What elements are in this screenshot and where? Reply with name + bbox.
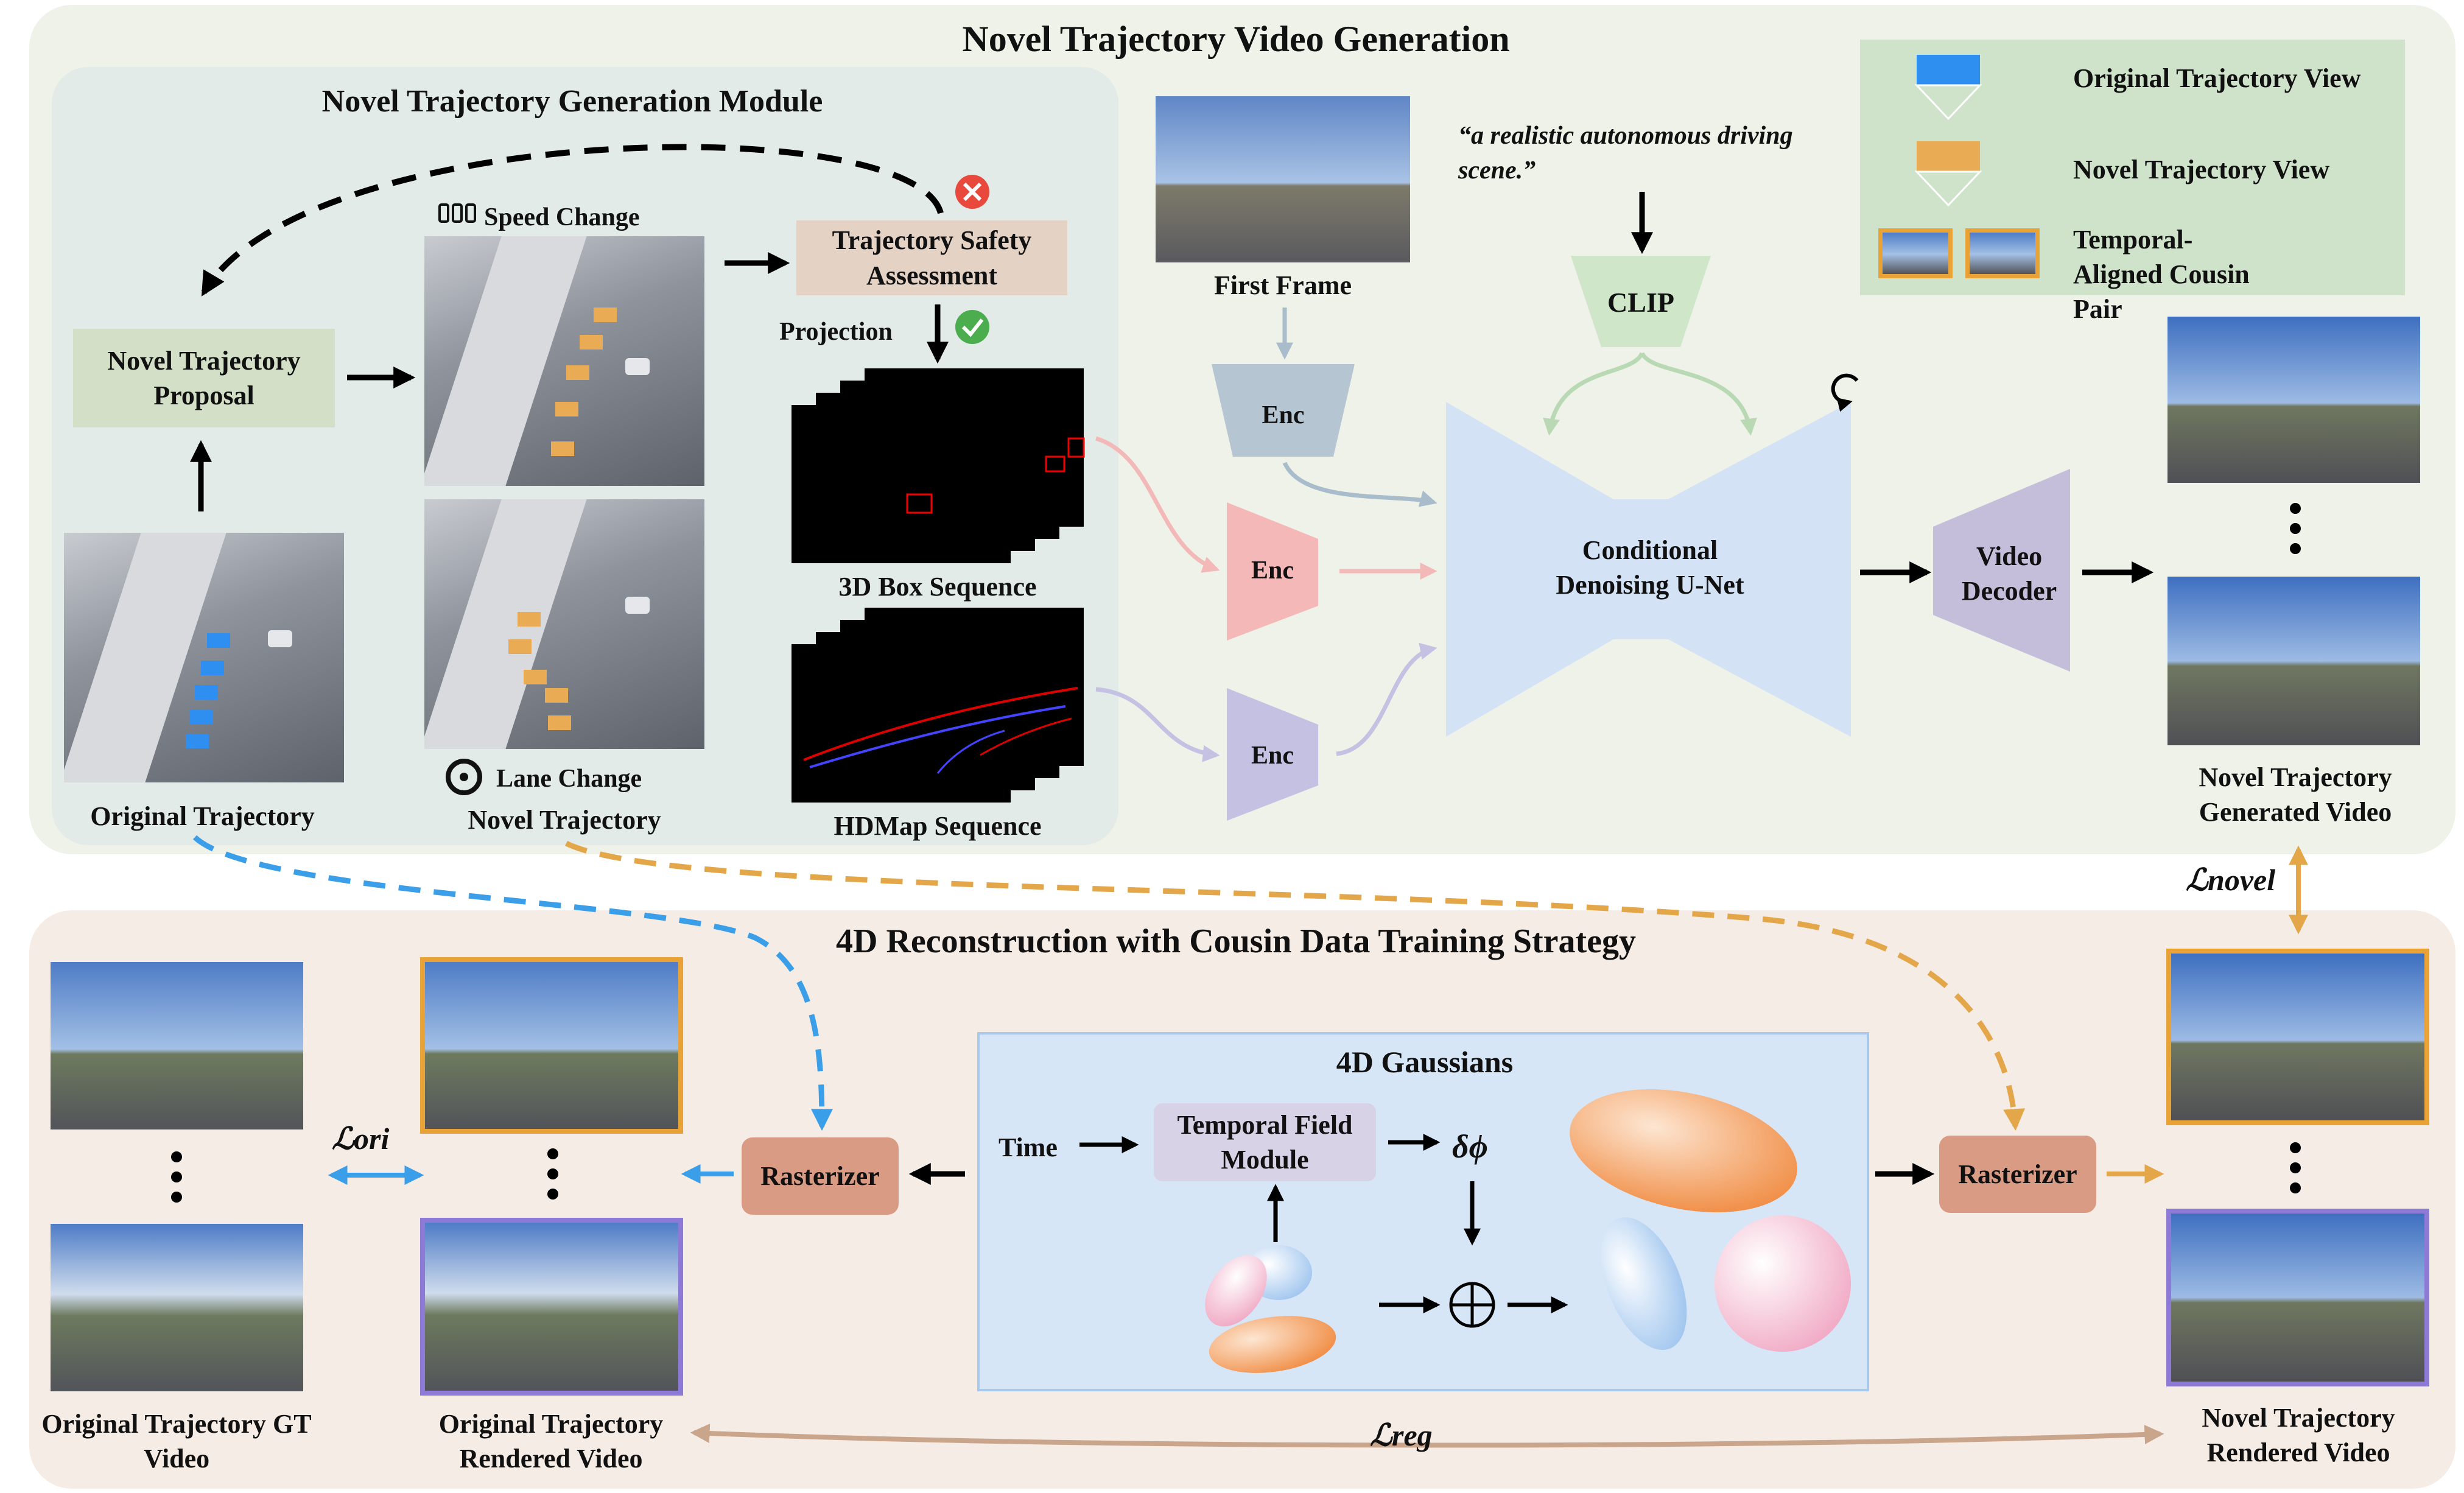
text-prompt: “a realistic autonomous driving scene.” <box>1458 122 1793 184</box>
speed-change-label: Speed Change <box>484 203 640 231</box>
top-title: Novel Trajectory Video Generation <box>962 19 1510 59</box>
legend-novel-view: Novel Trajectory View <box>2073 155 2330 184</box>
lane-change-pointcloud <box>424 499 704 749</box>
legend-cousin-pair: Temporal-Aligned Cousin Pair <box>2073 225 2250 325</box>
gt-video-label: Original Trajectory GT Video <box>41 1409 312 1474</box>
trajectory-safety-assessment: Trajectory Safety Assessment <box>796 220 1067 295</box>
generated-frame-1 <box>2167 317 2420 483</box>
lane-change-label: Lane Change <box>496 765 642 793</box>
conditional-denoising-unet <box>1446 402 1851 737</box>
original-trajectory-label: Original Trajectory <box>90 801 315 831</box>
time-label: Time <box>999 1133 1058 1162</box>
generated-frame-2 <box>2167 577 2420 745</box>
box-sequence-label: 3D Box Sequence <box>838 572 1037 602</box>
novel-trajectory-label: Novel Trajectory <box>468 805 661 835</box>
first-frame-image <box>1156 96 1410 262</box>
rasterizer-right: Rasterizer <box>1939 1136 2096 1213</box>
delta-phi-label: δϕ <box>1452 1128 1488 1165</box>
video-decoder-label: Video Decoder <box>1961 541 2057 606</box>
rasterizer-left: Rasterizer <box>742 1137 899 1215</box>
novel-trajectory-proposal: Novel Trajectory Proposal <box>73 329 335 427</box>
legend-original-view: Original Trajectory View <box>2073 63 2361 93</box>
unet-label: Conditional Denoising U-Net <box>1556 535 1744 600</box>
hdmap-encoder <box>1227 688 1318 821</box>
ori-rendered-frame-1 <box>420 957 683 1134</box>
loss-novel: ℒnovel <box>2186 863 2276 897</box>
first-frame-encoder <box>1212 364 1355 457</box>
projection-label: Projection <box>779 318 893 346</box>
box-encoder <box>1227 502 1318 641</box>
box-sequence-stack <box>791 368 1084 563</box>
loss-ori: ℒori <box>332 1122 390 1156</box>
bottom-title: 4D Reconstruction with Cousin Data Train… <box>836 922 1636 960</box>
ori-rendered-label: Original Trajectory Rendered Video <box>438 1409 664 1474</box>
enc-label-1: Enc <box>1262 401 1305 429</box>
generated-video-label: Novel Trajectory Generated Video <box>2199 762 2392 827</box>
novel-view-icon <box>1917 141 1980 172</box>
novel-rendered-frame-2 <box>2166 1209 2429 1386</box>
first-frame-label: First Frame <box>1214 270 1352 300</box>
novel-rendered-frame-1 <box>2166 949 2429 1125</box>
accept-icon <box>955 310 989 344</box>
loss-reg: ℒreg <box>1370 1418 1433 1452</box>
hdmap-sequence-label: HDMap Sequence <box>834 811 1042 841</box>
video-decoder <box>1933 469 2070 672</box>
enc-label-2: Enc <box>1251 557 1294 585</box>
legend-cousin-frame-1 <box>1878 228 1953 278</box>
novel-rendered-label: Novel Trajectory Rendered Video <box>2202 1403 2395 1468</box>
clip-label: CLIP <box>1607 287 1674 318</box>
gaussians-title: 4D Gaussians <box>1336 1045 1514 1079</box>
clip-encoder <box>1571 256 1711 347</box>
original-view-icon <box>1917 55 1980 85</box>
module-title: Novel Trajectory Generation Module <box>321 84 823 119</box>
ori-rendered-frame-2 <box>420 1218 683 1396</box>
temporal-field-module: Temporal Field Module <box>1154 1103 1376 1181</box>
gt-frame-2 <box>51 1224 303 1391</box>
legend-cousin-frame-2 <box>1965 228 2040 278</box>
hdmap-sequence-stack <box>791 608 1084 803</box>
gt-frame-1 <box>51 962 303 1129</box>
enc-label-3: Enc <box>1251 742 1294 770</box>
